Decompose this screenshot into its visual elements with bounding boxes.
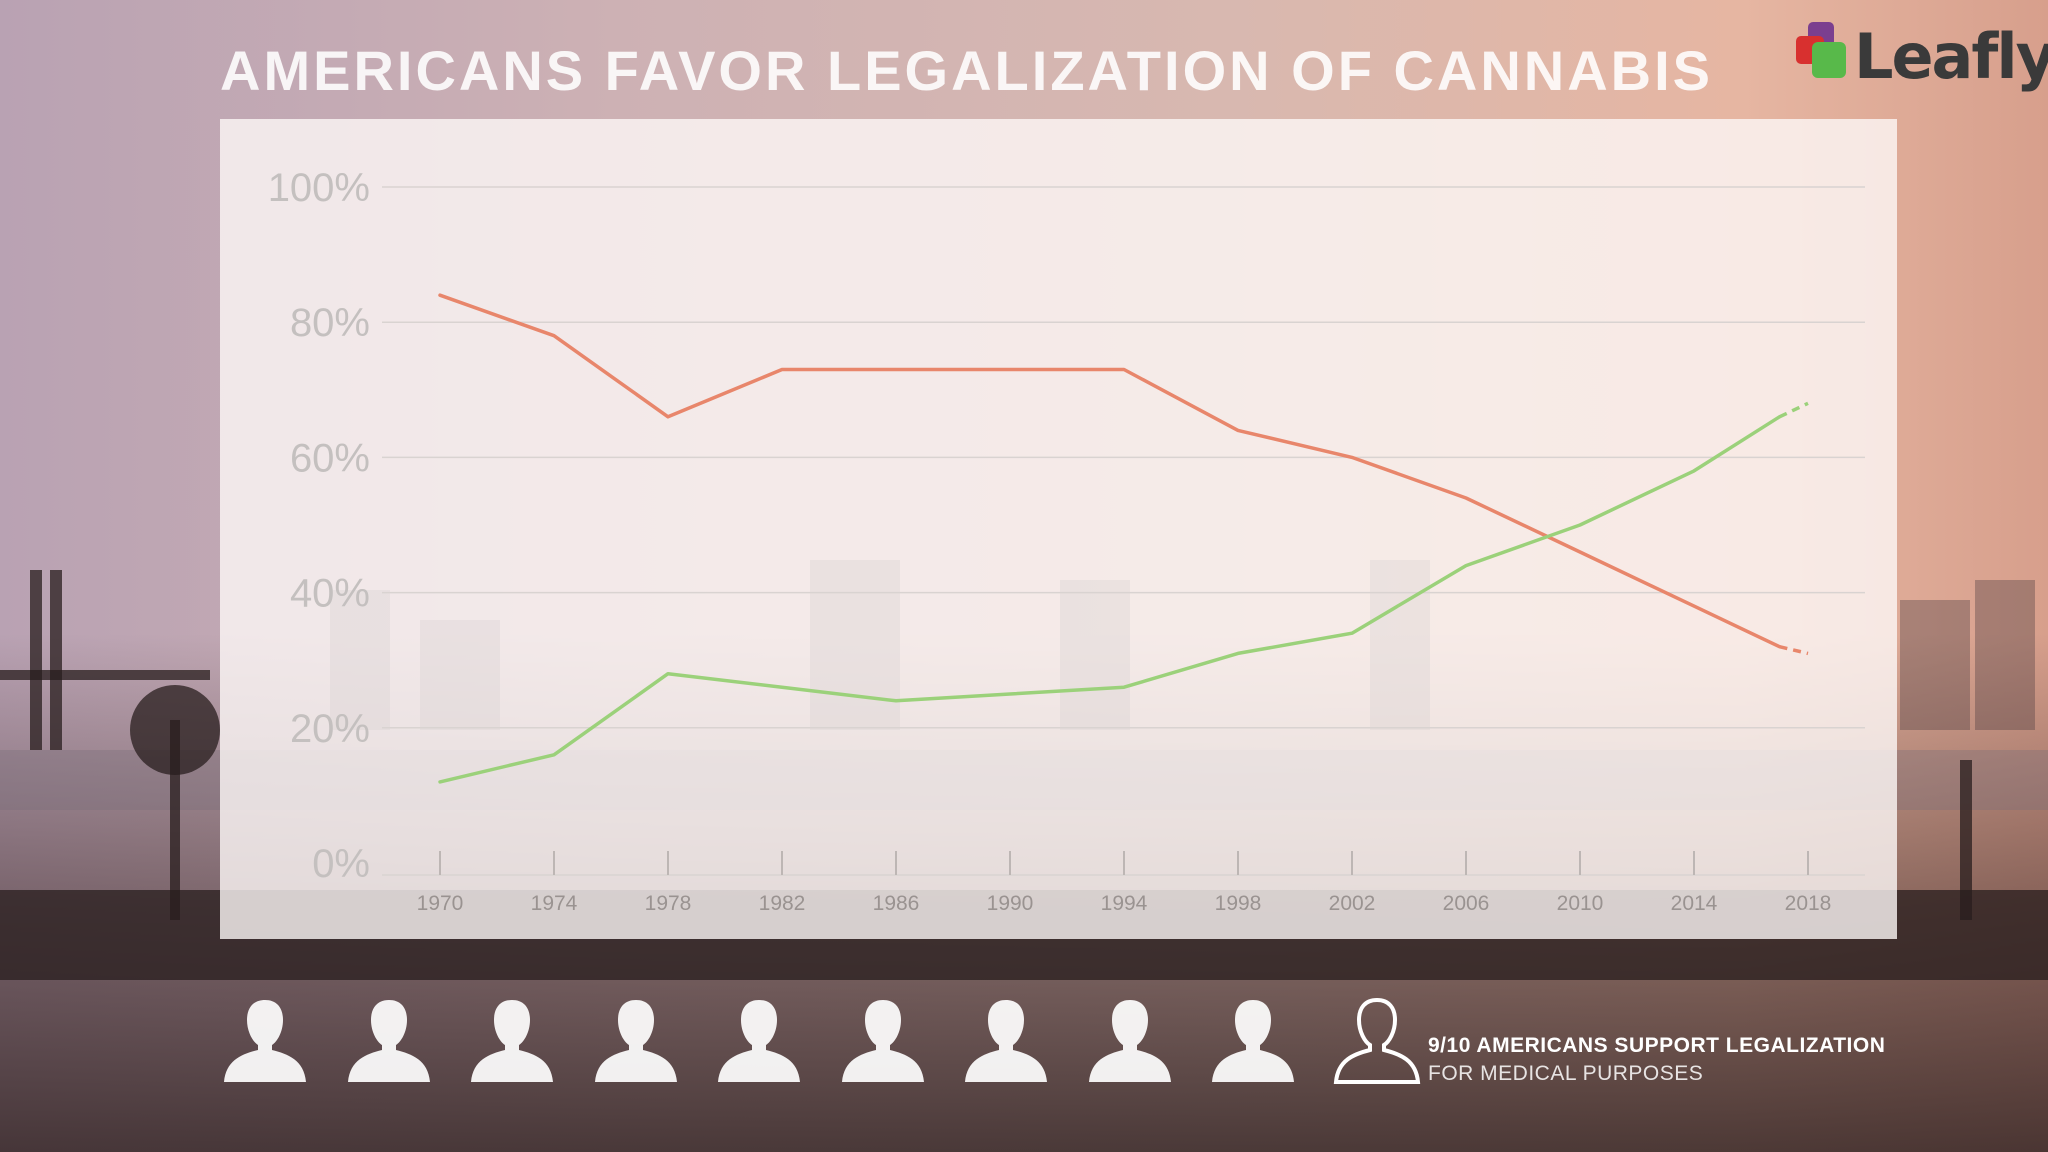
person-icon-filled: [961, 996, 1051, 1086]
x-tick-label: 2014: [1671, 892, 1718, 915]
person-icon-filled: [344, 996, 434, 1086]
x-tick-label: 2010: [1557, 892, 1604, 915]
support-projection-line: [1778, 401, 1809, 419]
x-tick-label: 1998: [1215, 892, 1262, 915]
y-tick-label: 20%: [290, 707, 370, 751]
x-tick-label: 1994: [1101, 892, 1148, 915]
person-icon-outline: [1332, 996, 1422, 1086]
y-tick-label: 80%: [290, 301, 370, 345]
x-tick-label: 1974: [531, 892, 578, 915]
line-chart: 100% 80% 60% 40% 20% 0% 1970 1974 1978 1982 1986 19…: [268, 166, 1865, 915]
y-tick-label: 40%: [290, 572, 370, 616]
person-icon-filled: [714, 996, 804, 1086]
person-icon-filled: [220, 996, 310, 1086]
person-icon-filled: [838, 996, 928, 1086]
person-icon-filled: [1085, 996, 1175, 1086]
oppose-series-line: [438, 293, 1782, 649]
person-icon-filled: [591, 996, 681, 1086]
y-tick-label: 0%: [312, 842, 370, 886]
chart-panel: 100% 80% 60% 40% 20% 0% 1970 1974 1978 1982 1986 19…: [220, 119, 1897, 939]
caption-line-1: 9/10 AMERICANS SUPPORT LEGALIZATION: [1428, 1034, 1886, 1057]
caption-line-2: FOR MEDICAL PURPOSES: [1428, 1062, 1704, 1085]
x-tick-label: 1990: [987, 892, 1034, 915]
oppose-projection-line: [1779, 644, 1809, 656]
person-icon-filled: [467, 996, 557, 1086]
x-tick-label: 1982: [759, 892, 806, 915]
person-icon-filled: [1208, 996, 1298, 1086]
x-tick-label: 2006: [1443, 892, 1490, 915]
x-tick-label: 1978: [645, 892, 692, 915]
x-tick-label: 2002: [1329, 892, 1376, 915]
logo-wordmark: Leafly: [1854, 20, 2048, 93]
caption: 9/10 AMERICANS SUPPORT LEGALIZATION FOR …: [1428, 1034, 1885, 1086]
page-title: AMERICANS FAVOR LEGALIZATION OF CANNABIS: [220, 39, 1714, 102]
y-tick-label: 100%: [268, 166, 370, 210]
support-series-line: [438, 415, 1782, 784]
x-tick-label: 1970: [417, 892, 464, 915]
leafly-logo-icon: [1796, 22, 1846, 78]
people-icon-row: [220, 996, 1420, 1086]
y-tick-label: 60%: [290, 436, 370, 480]
x-tick-label: 2018: [1785, 892, 1832, 915]
x-tick-label: 1986: [873, 892, 920, 915]
leafly-logo: Leafly: [1796, 18, 2048, 98]
